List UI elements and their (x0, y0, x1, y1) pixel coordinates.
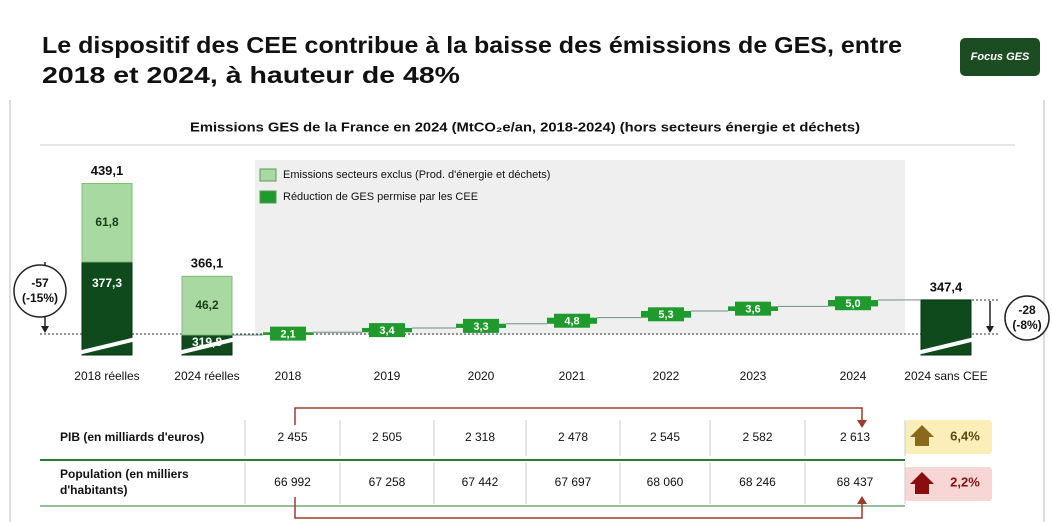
cell: 67 258 (369, 475, 406, 489)
axis-break (177, 337, 237, 355)
up-arrow (910, 472, 934, 494)
annotation-detail: (-15%) (22, 291, 58, 305)
value-label: 3,6 (745, 304, 760, 316)
cell: 2 545 (650, 430, 680, 444)
arrow-head (41, 326, 49, 333)
total-label: 439,1 (91, 163, 124, 178)
annotation-detail: (-8%) (1012, 318, 1041, 332)
cell: 67 442 (462, 475, 499, 489)
cell: 2 455 (277, 430, 307, 444)
label-box (835, 296, 871, 311)
value-label: 5,0 (845, 298, 860, 310)
row-label: PIB (en milliards d'euros) (60, 430, 204, 444)
cell: 2 505 (372, 430, 402, 444)
bar (81, 261, 133, 356)
total-label: 347,4 (930, 279, 963, 294)
value-label: 3,3 (473, 321, 488, 333)
annotation-text: -57 (31, 276, 49, 290)
arrow-head (986, 326, 994, 333)
cell: 2 582 (742, 430, 772, 444)
legend-swatch (259, 190, 277, 204)
cell: 66 992 (274, 475, 311, 489)
value-label: 2,1 (280, 329, 295, 341)
cell: 68 437 (837, 475, 874, 489)
x-tick-label: 2020 (468, 369, 495, 383)
x-tick-label: 2022 (653, 369, 680, 383)
x-tick-label: 2023 (740, 369, 767, 383)
label-box (463, 318, 499, 333)
x-tick-label: 2024 réelles (174, 369, 239, 383)
x-tick-label: 2024 (840, 369, 867, 383)
label-box (735, 301, 771, 316)
legend-label: Réduction de GES permise par les CEE (283, 191, 478, 203)
arrow-head (857, 420, 867, 428)
label-box (369, 323, 405, 338)
legend-swatch (259, 168, 277, 182)
x-tick-label: 2021 (559, 369, 586, 383)
axis-break (916, 337, 976, 355)
legend-label: Emissions secteurs exclus (Prod. d'énerg… (283, 169, 550, 181)
change-value: 6,4% (950, 428, 980, 443)
bracket-arrow (294, 407, 863, 425)
x-tick-label: 2024 sans CEE (904, 369, 987, 383)
cell: 2 318 (465, 430, 495, 444)
value-label: 61,8 (95, 215, 119, 229)
label-box (554, 313, 590, 328)
label-box (270, 326, 306, 341)
cell: 68 246 (739, 475, 776, 489)
cell: 2 613 (840, 430, 870, 444)
value-label: 5,3 (658, 309, 673, 321)
x-tick-label: 2018 (275, 369, 302, 383)
title-line: Le dispositif des CEE contribue à la bai… (42, 32, 902, 58)
total-label: 366,1 (191, 256, 224, 271)
annotation-text: -28 (1018, 303, 1036, 317)
value-label: 4,8 (564, 316, 579, 328)
title-line: 2018 et 2024, à hauteur de 48% (42, 62, 460, 88)
value-label: 319,8 (192, 335, 222, 349)
axis-break (77, 337, 137, 355)
cell: 2 478 (558, 430, 588, 444)
annotation-circle (13, 264, 67, 318)
row-label: Population (en milliers (60, 467, 189, 481)
cell: 67 697 (555, 475, 592, 489)
label-box (648, 307, 684, 322)
bar (81, 182, 133, 263)
change-value: 2,2% (950, 474, 980, 489)
cell: 68 060 (647, 475, 684, 489)
plot-panel (255, 160, 905, 335)
value-label: 46,2 (195, 298, 219, 312)
badge (960, 38, 1040, 76)
arrow-head (857, 496, 867, 504)
x-tick-label: 2018 réelles (74, 369, 139, 383)
value-label: 3,4 (379, 325, 395, 337)
up-arrow (910, 425, 934, 446)
annotation-circle (1004, 295, 1050, 341)
value-label: 377,3 (92, 276, 122, 290)
badge-text: Focus GES (971, 51, 1030, 63)
bracket-arrow (294, 497, 863, 519)
x-tick-label: 2019 (374, 369, 401, 383)
row-label: d'habitants) (60, 483, 128, 497)
chart-title: Emissions GES de la France en 2024 (MtCO… (190, 119, 860, 134)
bar (181, 275, 233, 336)
